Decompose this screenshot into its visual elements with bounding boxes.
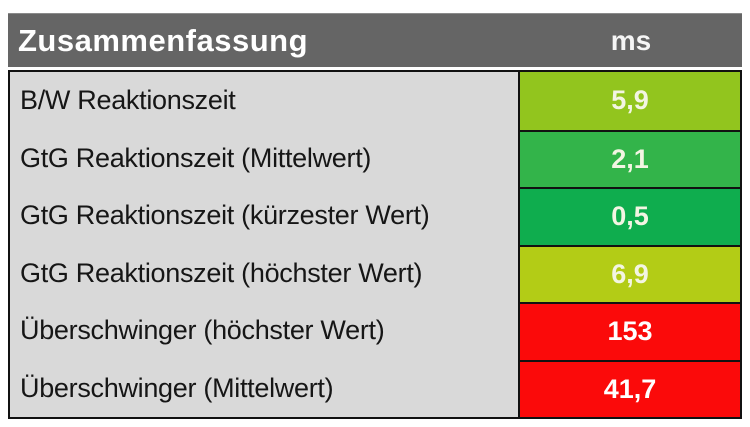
metric-value: 41,7: [518, 359, 740, 417]
metric-value: 153: [518, 302, 740, 360]
table-header-row: Zusammenfassung ms: [8, 13, 742, 67]
metric-label: GtG Reaktionszeit (Mittelwert): [10, 129, 518, 187]
metric-label: B/W Reaktionszeit: [10, 72, 518, 130]
unit-column-header: ms: [610, 24, 652, 56]
table-row: GtG Reaktionszeit (kürzester Wert) 0,5: [10, 187, 740, 245]
table-title: Zusammenfassung: [18, 22, 309, 58]
table-row: GtG Reaktionszeit (höchster Wert) 6,9: [10, 244, 740, 302]
header-body-divider: [8, 67, 742, 70]
table-row: GtG Reaktionszeit (Mittelwert) 2,1: [10, 129, 740, 187]
table-row: B/W Reaktionszeit 5,9: [10, 72, 740, 130]
summary-table: Zusammenfassung ms B/W Reaktionszeit 5,9…: [8, 13, 742, 419]
metric-value: 0,5: [518, 187, 740, 245]
table-body: B/W Reaktionszeit 5,9 GtG Reaktionszeit …: [8, 70, 742, 419]
metric-label: Überschwinger (höchster Wert): [10, 302, 518, 360]
metric-value: 2,1: [518, 129, 740, 187]
table-row: Überschwinger (höchster Wert) 153: [10, 302, 740, 360]
metric-value: 5,9: [518, 72, 740, 130]
metric-label: Überschwinger (Mittelwert): [10, 359, 518, 417]
metric-value: 6,9: [518, 244, 740, 302]
metric-label: GtG Reaktionszeit (höchster Wert): [10, 244, 518, 302]
table-row: Überschwinger (Mittelwert) 41,7: [10, 359, 740, 417]
metric-label: GtG Reaktionszeit (kürzester Wert): [10, 187, 518, 245]
